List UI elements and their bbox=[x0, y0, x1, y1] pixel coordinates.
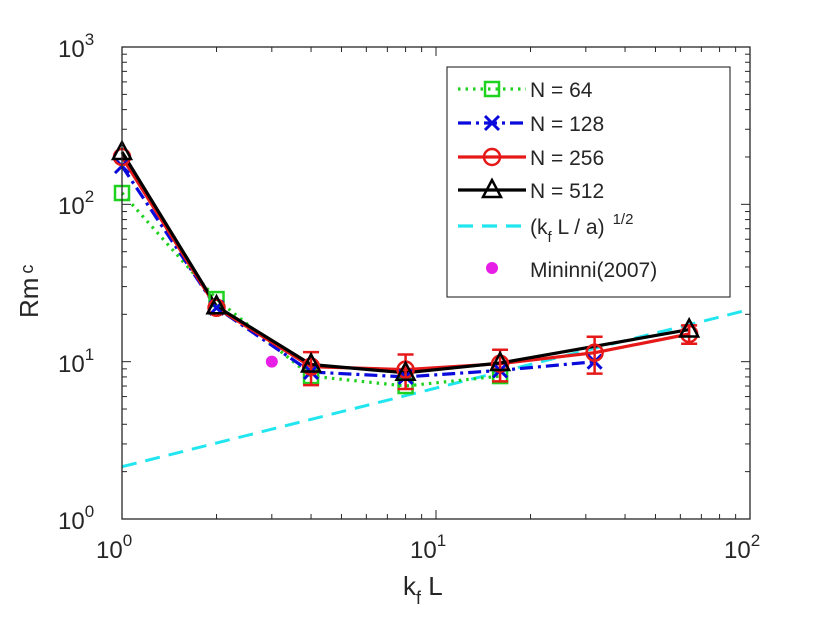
data-point bbox=[301, 357, 321, 376]
data-point bbox=[490, 354, 510, 373]
y-tick-label: 101 bbox=[58, 345, 94, 378]
y-tick-label: 102 bbox=[58, 187, 94, 220]
y-tick-label: 100 bbox=[58, 502, 94, 535]
data-point bbox=[394, 360, 417, 382]
series-line bbox=[121, 307, 751, 469]
legend-label: N = 256 bbox=[530, 147, 604, 170]
legend-marker bbox=[483, 114, 501, 132]
data-point bbox=[299, 351, 323, 373]
legend-marker bbox=[480, 177, 504, 199]
y-axis-label: Rmc bbox=[14, 265, 44, 318]
legend-label: (kf L / a) 1/2 bbox=[530, 211, 633, 246]
legend: N = 64 N = 128 N = 256 N = 512 (kf L / a… bbox=[446, 66, 731, 298]
data-point bbox=[265, 355, 278, 368]
data-point bbox=[678, 316, 701, 338]
legend-marker bbox=[486, 262, 498, 274]
x-tick-label: 101 bbox=[410, 531, 446, 564]
series-line bbox=[120, 151, 690, 375]
data-point bbox=[489, 350, 512, 372]
legend-label: Mininni(2007) bbox=[530, 259, 657, 282]
x-axis-label: kf L bbox=[403, 571, 443, 608]
legend-label: N = 64 bbox=[530, 79, 593, 102]
plot-frame bbox=[121, 46, 751, 520]
data-point bbox=[585, 343, 604, 362]
x-tick-label: 102 bbox=[724, 531, 760, 564]
legend-marker bbox=[482, 147, 502, 167]
legend-samples bbox=[458, 80, 526, 274]
y-tick-label: 103 bbox=[58, 30, 94, 63]
error-bar bbox=[586, 335, 603, 375]
data-point bbox=[205, 293, 228, 315]
axis-ticks bbox=[121, 47, 750, 520]
x-tick-label: 100 bbox=[96, 531, 132, 564]
reference-line bbox=[121, 307, 751, 469]
data-point bbox=[207, 298, 226, 318]
legend-label: N = 512 bbox=[530, 180, 604, 203]
legend-marker bbox=[483, 80, 501, 98]
legend-label: N = 128 bbox=[530, 113, 604, 136]
